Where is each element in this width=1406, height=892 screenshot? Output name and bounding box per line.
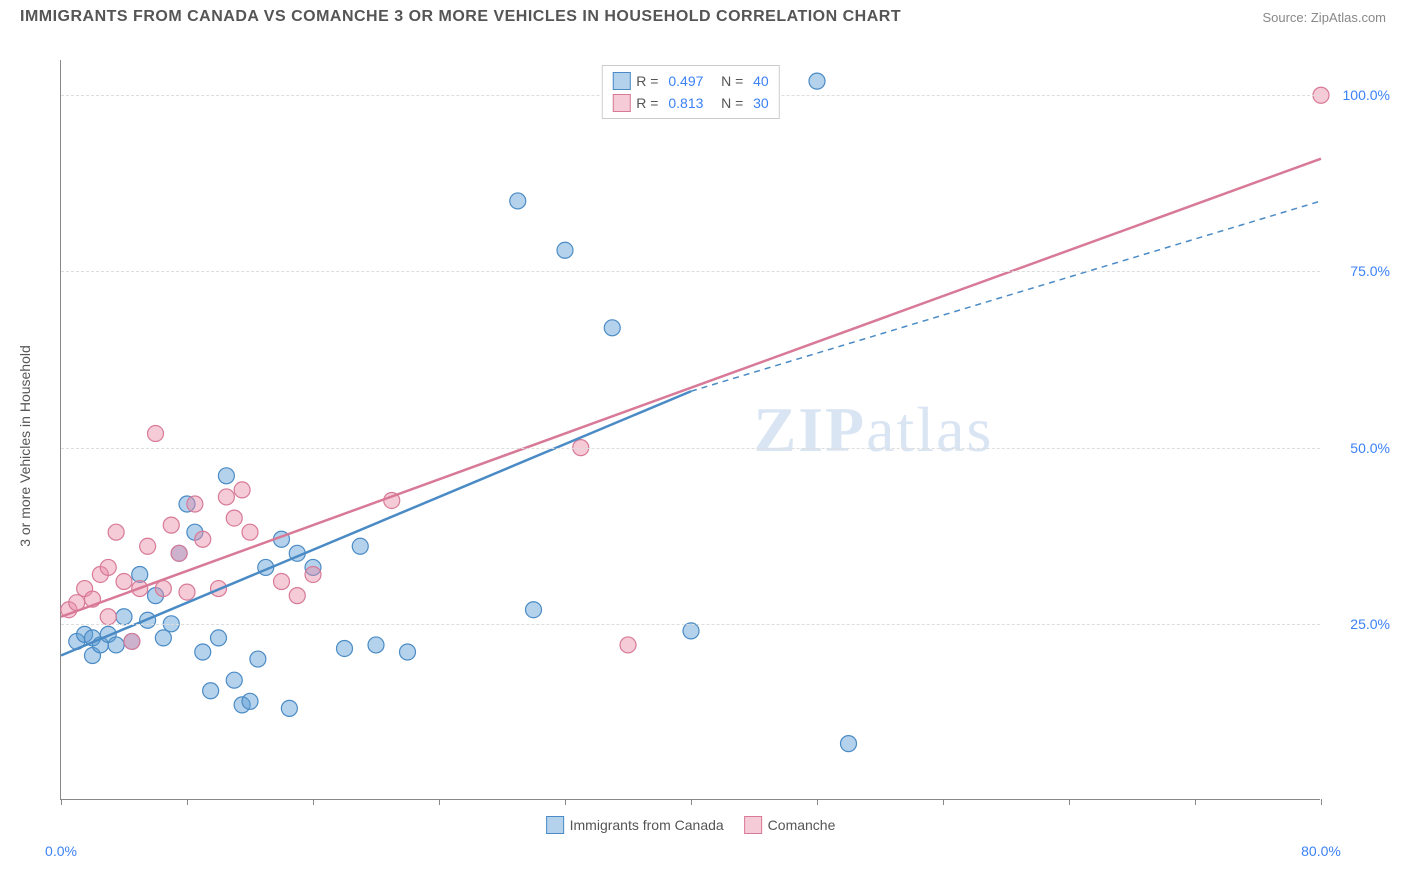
source-label: Source: ZipAtlas.com [1262, 10, 1386, 25]
scatter-point [683, 623, 699, 639]
scatter-point [526, 602, 542, 618]
scatter-point [234, 482, 250, 498]
trend-line-extrapolated [691, 201, 1321, 391]
correlation-legend-row: R = 0.497 N = 40 [612, 70, 768, 92]
scatter-point [218, 468, 234, 484]
scatter-point [124, 633, 140, 649]
scatter-point [841, 736, 857, 752]
y-tick-label: 100.0% [1330, 87, 1390, 103]
scatter-point [116, 609, 132, 625]
scatter-point [100, 559, 116, 575]
scatter-point [211, 630, 227, 646]
scatter-point [195, 531, 211, 547]
y-tick-label: 50.0% [1330, 440, 1390, 456]
x-tick [313, 799, 314, 805]
plot-svg [61, 60, 1320, 799]
n-label: N = [709, 73, 743, 89]
legend-swatch [612, 94, 630, 112]
legend-swatch [744, 816, 762, 834]
scatter-point [289, 588, 305, 604]
scatter-point [250, 651, 266, 667]
gridline-y [61, 271, 1320, 272]
series-legend-item: Comanche [744, 816, 836, 834]
legend-swatch [612, 72, 630, 90]
x-tick [1321, 799, 1322, 805]
scatter-point [305, 566, 321, 582]
y-tick-label: 25.0% [1330, 616, 1390, 632]
correlation-legend-row: R = 0.813 N = 30 [612, 92, 768, 114]
x-tick [943, 799, 944, 805]
series-legend-label: Comanche [768, 817, 836, 833]
scatter-point [604, 320, 620, 336]
scatter-point [337, 640, 353, 656]
legend-swatch [546, 816, 564, 834]
scatter-point [187, 496, 203, 512]
scatter-point [179, 584, 195, 600]
scatter-point [620, 637, 636, 653]
scatter-point [195, 644, 211, 660]
scatter-point [171, 545, 187, 561]
scatter-point [226, 510, 242, 526]
x-tick [61, 799, 62, 805]
n-value: 40 [749, 73, 768, 89]
scatter-point [155, 581, 171, 597]
plot-area: R = 0.497 N = 40R = 0.813 N = 30 ZIPatla… [60, 60, 1320, 800]
r-value: 0.497 [664, 73, 703, 89]
scatter-point [218, 489, 234, 505]
title-row: IMMIGRANTS FROM CANADA VS COMANCHE 3 OR … [20, 8, 1386, 26]
x-tick [187, 799, 188, 805]
correlation-legend: R = 0.497 N = 40R = 0.813 N = 30 [601, 65, 779, 119]
scatter-point [148, 426, 164, 442]
series-legend-item: Immigrants from Canada [546, 816, 724, 834]
chart-title: IMMIGRANTS FROM CANADA VS COMANCHE 3 OR … [20, 8, 901, 26]
scatter-point [809, 73, 825, 89]
scatter-point [108, 637, 124, 653]
x-tick [1195, 799, 1196, 805]
y-axis-label: 3 or more Vehicles in Household [17, 345, 33, 547]
scatter-point [557, 242, 573, 258]
series-legend-label: Immigrants from Canada [570, 817, 724, 833]
scatter-point [274, 574, 290, 590]
scatter-point [100, 609, 116, 625]
x-tick-label: 0.0% [45, 843, 77, 859]
scatter-point [242, 524, 258, 540]
scatter-point [400, 644, 416, 660]
r-label: R = [636, 95, 658, 111]
scatter-point [281, 700, 297, 716]
x-tick [439, 799, 440, 805]
chart-container: IMMIGRANTS FROM CANADA VS COMANCHE 3 OR … [0, 0, 1406, 892]
x-tick [565, 799, 566, 805]
n-label: N = [709, 95, 743, 111]
gridline-y [61, 624, 1320, 625]
scatter-point [140, 538, 156, 554]
scatter-point [163, 517, 179, 533]
r-label: R = [636, 73, 658, 89]
series-legend: Immigrants from Canada Comanche [546, 816, 836, 834]
scatter-point [510, 193, 526, 209]
trend-line [61, 159, 1321, 617]
scatter-point [352, 538, 368, 554]
x-tick-label: 80.0% [1301, 843, 1341, 859]
r-value: 0.813 [664, 95, 703, 111]
n-value: 30 [749, 95, 768, 111]
x-tick [817, 799, 818, 805]
scatter-point [155, 630, 171, 646]
scatter-point [116, 574, 132, 590]
scatter-point [226, 672, 242, 688]
x-tick [1069, 799, 1070, 805]
scatter-point [242, 693, 258, 709]
scatter-point [203, 683, 219, 699]
y-tick-label: 75.0% [1330, 263, 1390, 279]
scatter-point [368, 637, 384, 653]
x-tick [691, 799, 692, 805]
gridline-y [61, 448, 1320, 449]
scatter-point [108, 524, 124, 540]
